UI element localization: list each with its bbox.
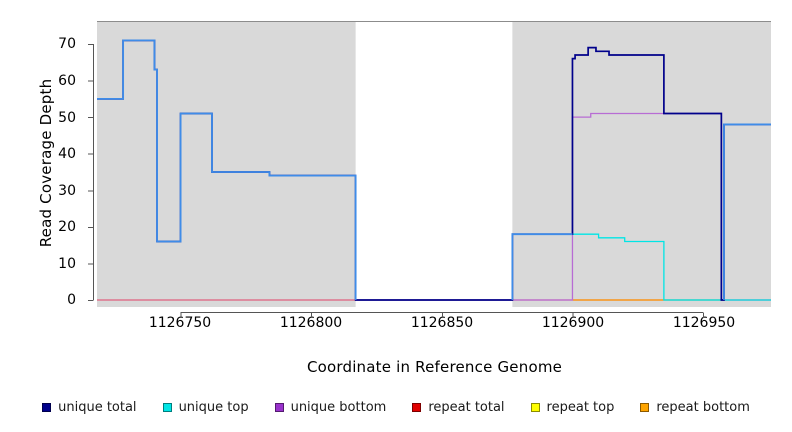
legend-item[interactable]: unique total [42,399,137,415]
legend-swatch-icon [530,402,540,412]
legend-item[interactable]: unique top [162,399,249,415]
series-line [512,233,771,301]
data-series-group [97,39,771,301]
plot-axes [88,21,771,318]
legend-swatch-icon [42,402,52,412]
legend-label: repeat total [428,399,505,415]
legend-item[interactable]: repeat top [530,399,615,415]
legend-label: unique top [178,399,249,415]
legend-swatch-icon [412,402,422,412]
series-line [97,39,357,300]
legend-item[interactable]: unique bottom [274,399,387,415]
legend-label: repeat bottom [656,399,750,415]
legend-label: unique total [58,399,137,415]
legend-swatch-icon [274,402,284,412]
legend-swatch-icon [162,402,172,412]
legend-item[interactable]: repeat total [412,399,505,415]
shaded-region [97,21,356,307]
legend-swatch-icon [640,402,650,412]
legend-item[interactable]: repeat bottom [640,401,750,414]
series-line [511,233,573,300]
x-axis-title: Coordinate in Reference Genome [306,358,563,376]
legend: unique total unique top unique bottom repea… [0,395,792,419]
shaded-region [512,21,771,307]
shaded-repeat-regions [97,21,771,307]
legend-label: repeat top [546,399,615,415]
series-line [723,123,771,300]
legend-label: unique bottom [290,399,387,415]
